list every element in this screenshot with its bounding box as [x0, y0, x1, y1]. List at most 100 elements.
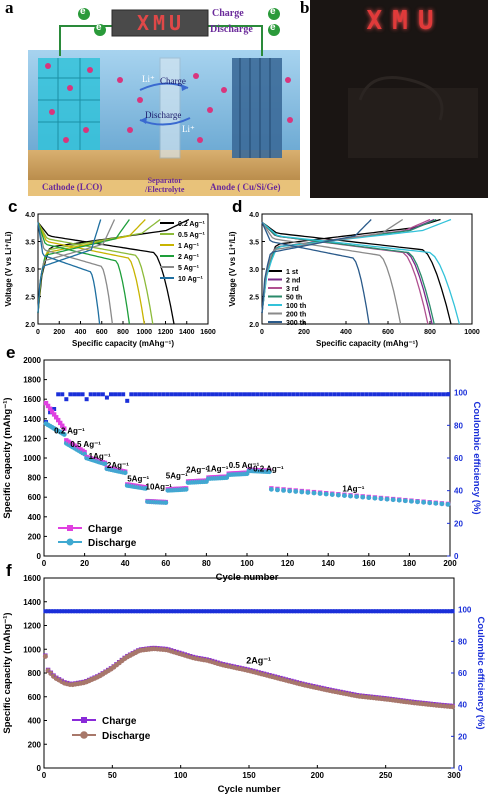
- x-tick-label: 40: [121, 559, 130, 568]
- wire-cable: [358, 76, 444, 121]
- legend-label: 50 th: [286, 295, 302, 302]
- electron-symbol: e: [270, 6, 276, 17]
- efficiency-point: [397, 392, 402, 397]
- x-tick-label: 20: [80, 559, 89, 568]
- rate-annotation: 0.5 Ag⁻¹: [229, 461, 260, 470]
- charge-point: [56, 417, 61, 423]
- efficiency-point: [160, 609, 165, 614]
- legend-label: 1 st: [286, 269, 299, 276]
- efficiency-point: [271, 392, 276, 397]
- efficiency-point: [95, 609, 100, 614]
- efficiency-point: [242, 609, 247, 614]
- efficiency-point: [262, 609, 267, 614]
- discharge-point: [415, 499, 420, 505]
- charge-point: [49, 409, 55, 414]
- efficiency-point: [121, 392, 126, 397]
- x-tick-label: 100: [240, 559, 254, 568]
- efficiency-point: [340, 392, 345, 397]
- panel-letter: d: [232, 197, 242, 216]
- efficiency-point: [267, 609, 272, 614]
- efficiency-point: [423, 609, 428, 614]
- discharge-point: [378, 496, 384, 502]
- efficiency-point: [395, 609, 400, 614]
- panel-a-letter: a: [5, 0, 14, 17]
- x-tick-label: 50: [108, 771, 117, 780]
- legend-marker: [66, 538, 74, 546]
- y-tick-label: 2.5: [25, 295, 35, 302]
- efficiency-point: [122, 609, 127, 614]
- x-tick-label: 800: [424, 329, 436, 336]
- efficiency-point: [89, 609, 94, 614]
- x-tick-label: 1000: [464, 329, 480, 336]
- efficiency-point: [65, 609, 70, 614]
- discharge-curve: [37, 222, 101, 325]
- efficiency-point: [193, 609, 198, 614]
- y2-tick-label: 0: [458, 764, 463, 773]
- legend-label: Charge: [102, 716, 137, 727]
- efficiency-point: [78, 609, 83, 614]
- y-axis-label: Voltage (V vs Li⁺/Li): [228, 231, 237, 307]
- efficiency-point: [364, 392, 369, 397]
- charge-point: [47, 406, 53, 411]
- efficiency-point: [230, 392, 235, 397]
- x-axis-label: Cycle number: [218, 784, 281, 795]
- rate-annotation: 1Ag⁻¹: [342, 484, 364, 493]
- efficiency-point: [196, 609, 201, 614]
- efficiency-point: [114, 609, 119, 614]
- efficiency-point: [363, 609, 368, 614]
- efficiency-point: [303, 609, 308, 614]
- efficiency-point: [267, 392, 272, 397]
- efficiency-point: [300, 609, 305, 614]
- y2-axis-label: Coulombic efficiency (%): [471, 402, 482, 515]
- efficiency-point: [144, 609, 149, 614]
- efficiency-point: [43, 609, 48, 614]
- efficiency-point: [190, 609, 195, 614]
- y-axis-label: Specific capacity (mAhg⁻¹): [2, 397, 13, 518]
- x-tick-label: 60: [161, 559, 170, 568]
- panel-letter: f: [6, 561, 12, 580]
- efficiency-point: [221, 609, 226, 614]
- efficiency-point: [371, 609, 376, 614]
- y-tick-label: 400: [28, 717, 42, 726]
- y-tick-label: 600: [28, 693, 42, 702]
- efficiency-point: [129, 392, 134, 397]
- efficiency-point: [251, 392, 256, 397]
- discharge-curve: [37, 222, 131, 325]
- efficiency-point: [125, 609, 130, 614]
- y-tick-label: 200: [28, 740, 42, 749]
- discharge-point: [311, 490, 317, 496]
- discharge-point: [445, 501, 451, 507]
- legend-label: Charge: [88, 524, 123, 535]
- y-tick-label: 1200: [23, 622, 41, 631]
- efficiency-point: [292, 609, 297, 614]
- efficiency-point: [234, 392, 239, 397]
- y-tick-label: 4.0: [25, 212, 35, 219]
- x-tick-label: 0: [36, 329, 40, 336]
- discharge-point: [183, 486, 189, 492]
- efficiency-point: [108, 392, 113, 397]
- y-tick-label: 800: [28, 474, 42, 483]
- y-tick-label: 1600: [23, 574, 41, 583]
- efficiency-point: [76, 609, 81, 614]
- charge-point: [60, 423, 65, 428]
- x-tick-label: 600: [382, 329, 394, 336]
- discharge-point: [342, 493, 347, 498]
- efficiency-point: [409, 392, 414, 397]
- efficiency-point: [406, 609, 411, 614]
- efficiency-point: [72, 392, 77, 397]
- discharge-point: [299, 489, 305, 495]
- efficiency-point: [149, 392, 154, 397]
- efficiency-point: [385, 609, 390, 614]
- cathode-lco: [38, 58, 100, 150]
- efficiency-point: [441, 392, 446, 397]
- efficiency-point: [333, 609, 338, 614]
- efficiency-point: [182, 609, 187, 614]
- efficiency-point: [311, 609, 316, 614]
- efficiency-point: [248, 609, 253, 614]
- discharge-point: [281, 487, 286, 493]
- efficiency-point: [417, 609, 422, 614]
- y-tick-label: 600: [28, 493, 42, 502]
- efficiency-point: [48, 609, 53, 614]
- efficiency-point: [439, 609, 444, 614]
- efficiency-point: [409, 609, 414, 614]
